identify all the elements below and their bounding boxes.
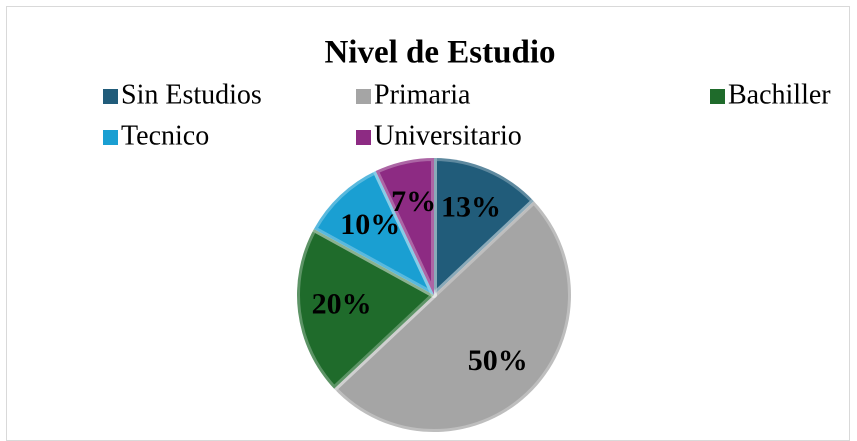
data-label: 10% (340, 208, 400, 241)
legend-label: Sin Estudios (121, 79, 262, 110)
data-label: 50% (468, 344, 528, 377)
data-label: 13% (441, 190, 501, 223)
chart-title: Nivel de Estudio (324, 35, 555, 71)
legend-swatch (356, 89, 371, 104)
legend-label: Tecnico (121, 120, 209, 151)
legend-label: Bachiller (728, 79, 831, 110)
pie-slice (372, 155, 437, 298)
pie-slice (431, 155, 537, 298)
pie-slice (310, 168, 437, 298)
legend-swatch (103, 130, 118, 145)
data-label: 7% (391, 185, 436, 218)
legend-label: Primaria (374, 79, 471, 110)
pie-slice (294, 226, 437, 392)
pie-slice (331, 198, 574, 435)
data-label: 20% (312, 288, 372, 321)
legend-label: Universitario (374, 120, 522, 151)
legend-swatch (356, 130, 371, 145)
legend-swatch (103, 89, 118, 104)
legend-swatch (710, 89, 725, 104)
